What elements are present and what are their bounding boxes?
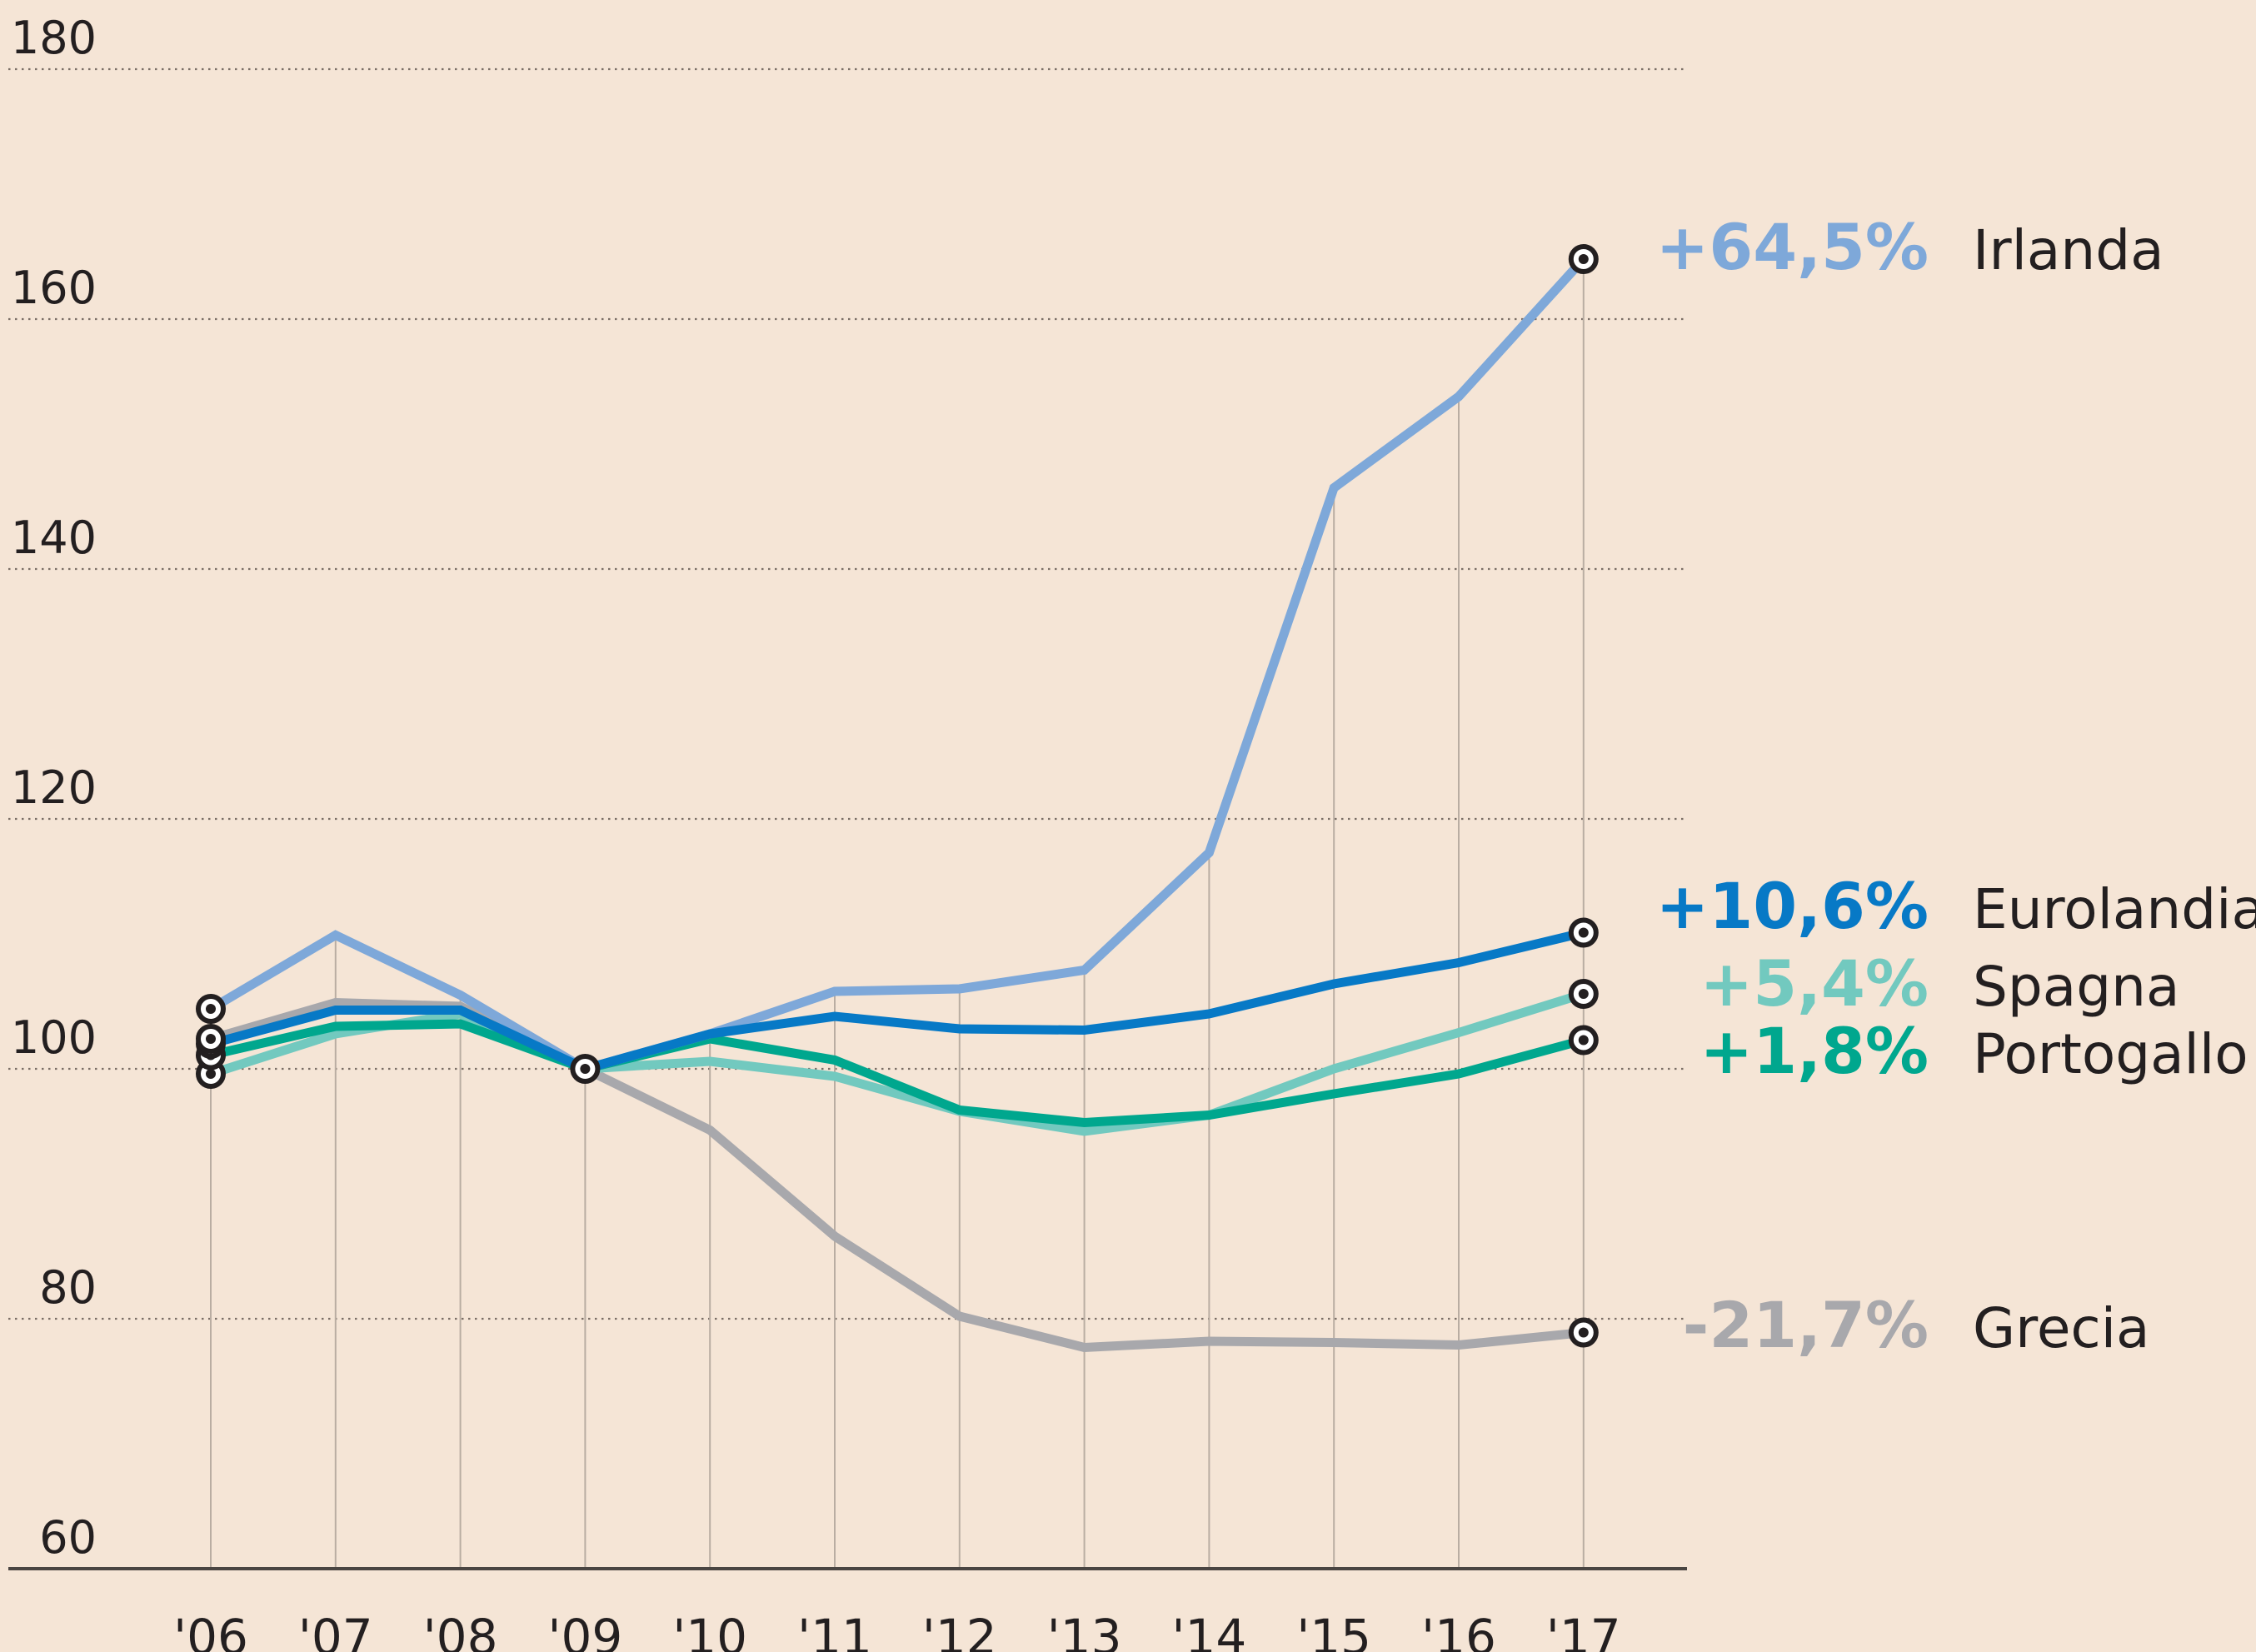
y-tick-label-100: 100 [11, 1011, 97, 1064]
marker-end-irlanda [1568, 244, 1599, 274]
marker-end-grecia [1568, 1317, 1599, 1348]
series-markers [196, 244, 1599, 1348]
marker-start-grecia [196, 1024, 226, 1054]
series-line-spagna [209, 989, 1585, 1136]
change-label-grecia: -21,7% [1683, 1288, 1929, 1362]
change-label-irlanda: +64,5% [1656, 210, 1929, 284]
x-tick-label: '13 [1047, 1609, 1122, 1652]
series-name-portogallo: Portogallo [1973, 1022, 2249, 1086]
marker-end-eurolandia [1568, 917, 1599, 948]
marker-dot [580, 1064, 591, 1074]
marker-base-2009 [570, 1054, 601, 1084]
x-tick-label: '15 [1296, 1609, 1371, 1652]
x-tick-label: '16 [1421, 1609, 1496, 1652]
x-tick-label: '08 [423, 1609, 498, 1652]
marker-dot [206, 1069, 216, 1079]
series-lines [208, 256, 1587, 1353]
horizontal-gridlines [8, 67, 1687, 1320]
x-tick-label: '07 [298, 1609, 373, 1652]
x-tick-label: '09 [548, 1609, 623, 1652]
y-tick-label-140: 140 [11, 512, 97, 564]
y-axis-tick-labels: 60 80 100 120 140 160 180 [11, 12, 97, 1564]
x-axis-tick-labels: '06 '07 '08 '09 '10 '11 '12 '13 '14 '15 '16 '17 [173, 1609, 1621, 1652]
marker-dot [206, 1004, 216, 1014]
marker-dot [206, 1034, 216, 1044]
marker-dot [1578, 1035, 1589, 1046]
y-tick-label-80: 80 [39, 1261, 97, 1314]
series-name-eurolandia: Eurolandia [1973, 877, 2256, 941]
series-name-grecia: Grecia [1973, 1296, 2150, 1360]
x-tick-label: '06 [173, 1609, 248, 1652]
x-tick-label: '10 [672, 1609, 747, 1652]
series-end-labels: +64,5% Irlanda +10,6% Eurolandia +5,4% Spagna… [1656, 210, 2256, 1362]
series-line-irlanda [208, 256, 1587, 1074]
marker-dot [1578, 989, 1589, 999]
change-label-portogallo: +1,8% [1700, 1014, 1929, 1088]
y-tick-label-60: 60 [39, 1511, 97, 1564]
series-name-spagna: Spagna [1973, 955, 2179, 1019]
marker-dot [1578, 927, 1589, 938]
change-label-spagna: +5,4% [1700, 946, 1929, 1021]
x-tick-label: '17 [1546, 1609, 1621, 1652]
marker-end-portogallo [1568, 1025, 1599, 1056]
y-tick-label-120: 120 [11, 761, 97, 814]
y-tick-label-160: 160 [11, 262, 97, 314]
vertical-droplines [210, 259, 1585, 1569]
x-tick-label: '14 [1172, 1609, 1247, 1652]
x-tick-label: '12 [922, 1609, 997, 1652]
x-tick-label: '11 [797, 1609, 872, 1652]
marker-start-irlanda [196, 994, 226, 1024]
marker-dot [1578, 254, 1589, 264]
marker-dot [1578, 1327, 1589, 1338]
series-line-portogallo [209, 1019, 1585, 1128]
change-label-eurolandia: +10,6% [1656, 869, 1929, 943]
y-tick-label-180: 180 [11, 12, 97, 64]
marker-end-spagna [1568, 979, 1599, 1009]
series-line-eurolandia [209, 928, 1585, 1074]
series-name-irlanda: Irlanda [1973, 218, 2164, 282]
